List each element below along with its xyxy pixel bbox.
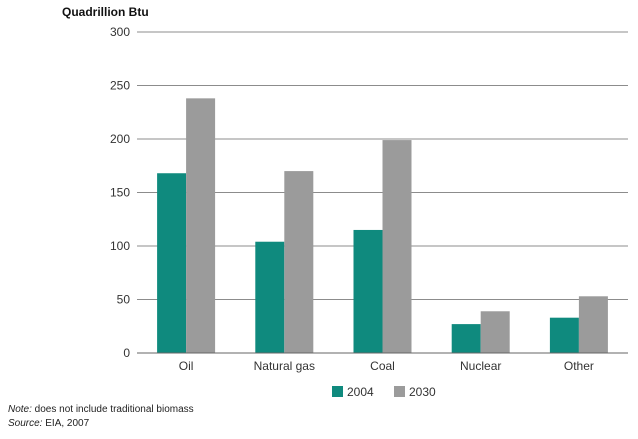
legend-label: 2030: [409, 385, 436, 399]
x-tick-label: Nuclear: [460, 359, 501, 373]
legend-swatch: [394, 386, 405, 397]
bar-2030: [284, 171, 314, 353]
x-tick-label: Oil: [179, 359, 194, 373]
x-tick-label: Natural gas: [254, 359, 315, 373]
y-tick-label: 0: [123, 346, 130, 360]
bar-2030: [578, 296, 608, 353]
legend-swatch: [332, 386, 343, 397]
x-tick-label: Other: [564, 359, 594, 373]
bar-2004: [549, 317, 579, 353]
y-axis-ticks: 0 50 100 150 200 250 300: [110, 25, 130, 360]
chart: Quadrillion Btu 0 50 100 150 200 250 300 Oil Na…: [62, 5, 628, 399]
source-text: EIA, 2007: [42, 418, 90, 429]
note-text: does not include traditional biomass: [31, 404, 194, 415]
y-tick-label: 200: [110, 132, 130, 146]
bar-2004: [353, 229, 383, 353]
bar-2004: [255, 241, 285, 353]
bar-2030: [186, 98, 216, 353]
source-label: Source:: [8, 418, 43, 429]
y-axis-unit-label: Quadrillion Btu: [62, 5, 149, 19]
y-tick-label: 50: [117, 293, 131, 307]
source-line: Source: EIA, 2007: [8, 417, 194, 431]
y-tick-label: 300: [110, 25, 130, 39]
x-tick-label: Coal: [370, 359, 395, 373]
legend: 2004 2030: [332, 385, 436, 399]
bars: [157, 98, 608, 353]
y-tick-label: 250: [110, 79, 130, 93]
note-label: Note:: [8, 404, 32, 415]
y-tick-label: 150: [110, 186, 130, 200]
bar-2030: [480, 311, 510, 353]
bar-2004: [157, 173, 187, 353]
note-line: Note: does not include traditional bioma…: [8, 403, 194, 417]
bar-2030: [382, 140, 412, 353]
x-axis-labels: Oil Natural gas Coal Nuclear Other: [179, 359, 594, 373]
y-tick-label: 100: [110, 239, 130, 253]
legend-label: 2004: [347, 385, 374, 399]
bar-2004: [451, 324, 481, 353]
footnotes: Note: does not include traditional bioma…: [8, 403, 194, 431]
